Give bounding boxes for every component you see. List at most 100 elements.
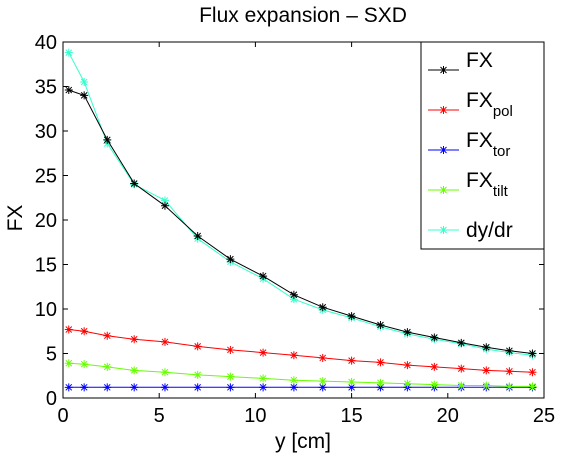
legend-label-subscript: tor [493, 143, 511, 160]
data-point [259, 348, 268, 357]
series-fx [64, 86, 537, 358]
series-line [68, 52, 533, 356]
series-layer [64, 48, 537, 392]
y-tick-label: 15 [35, 255, 57, 277]
data-point [130, 383, 139, 392]
data-point [80, 360, 89, 369]
data-point [457, 364, 466, 373]
data-point [64, 325, 73, 334]
data-point [347, 377, 356, 386]
series-fx-pol [64, 325, 537, 377]
data-point [259, 272, 268, 281]
data-point [482, 366, 491, 375]
data-point [430, 362, 439, 371]
data-point [289, 376, 298, 385]
data-point [80, 91, 89, 100]
x-tick-label: 5 [154, 405, 165, 427]
data-point [259, 383, 268, 392]
data-point [103, 331, 112, 340]
data-point [528, 382, 537, 391]
data-point [160, 383, 169, 392]
data-point [130, 335, 139, 344]
legend-swatch-marker [439, 226, 448, 234]
data-point [80, 383, 89, 392]
data-point [430, 333, 439, 342]
data-point [64, 359, 73, 368]
y-tick-label: 30 [35, 121, 57, 143]
data-point [347, 356, 356, 365]
data-point [318, 303, 327, 312]
data-point [376, 321, 385, 330]
data-point [64, 383, 73, 392]
data-point [376, 358, 385, 367]
data-point [80, 327, 89, 336]
data-point [403, 328, 412, 337]
series-line [68, 362, 533, 387]
tick-layer: 0 5 10 15 20 25 0 5 10 15 20 25 30 35 40 [35, 32, 555, 427]
data-point [64, 86, 73, 95]
data-point [193, 342, 202, 351]
x-tick-label: 20 [437, 405, 459, 427]
data-point [80, 78, 89, 87]
legend-label: dy/dr [466, 219, 513, 242]
data-point [193, 370, 202, 379]
data-point [160, 337, 169, 346]
data-point [160, 196, 169, 205]
data-point [528, 368, 537, 377]
data-point [347, 383, 356, 392]
data-point [457, 338, 466, 347]
legend-label-subscript: pol [493, 103, 513, 120]
data-point [347, 312, 356, 321]
data-point [130, 179, 139, 188]
legend-entry-fx: FX [428, 49, 493, 74]
data-point [482, 381, 491, 390]
data-point [403, 361, 412, 370]
legend-label: FX [466, 49, 493, 72]
data-point [376, 378, 385, 387]
x-tick-label: 10 [244, 405, 266, 427]
data-point [318, 377, 327, 386]
series-line [68, 329, 533, 373]
data-point [376, 383, 385, 392]
x-axis-label: y [cm] [275, 430, 331, 453]
data-point [64, 48, 73, 57]
data-point [289, 383, 298, 392]
legend-swatch-marker [439, 106, 448, 114]
data-point [130, 366, 139, 375]
data-point [193, 383, 202, 392]
data-point [457, 381, 466, 390]
x-tick-label: 25 [533, 405, 555, 427]
data-point [193, 232, 202, 241]
data-point [103, 135, 112, 144]
data-point [259, 374, 268, 383]
y-axis-label: FX [4, 205, 27, 232]
data-point [226, 372, 235, 381]
y-tick-label: 40 [35, 32, 57, 54]
data-point [160, 201, 169, 210]
series-line [68, 89, 533, 354]
data-point [226, 255, 235, 264]
legend-swatch-marker [439, 146, 448, 154]
data-point [226, 383, 235, 392]
y-tick-label: 10 [35, 299, 57, 321]
x-tick-label: 0 [57, 405, 68, 427]
data-point [505, 382, 514, 391]
data-point [403, 379, 412, 388]
data-point [226, 345, 235, 354]
data-point [430, 380, 439, 389]
legend-box [420, 41, 545, 250]
data-point [289, 351, 298, 360]
data-point [505, 346, 514, 355]
series-fx-tilt [64, 359, 537, 391]
legend-entry-dydr: dy/dr [428, 219, 513, 242]
chart-title: Flux expansion – SXD [199, 4, 407, 27]
data-point [528, 349, 537, 358]
data-point [103, 362, 112, 371]
data-point [289, 290, 298, 299]
series-fx-tor [64, 383, 537, 392]
data-point [318, 383, 327, 392]
data-point [482, 343, 491, 352]
x-tick-label: 15 [340, 405, 362, 427]
